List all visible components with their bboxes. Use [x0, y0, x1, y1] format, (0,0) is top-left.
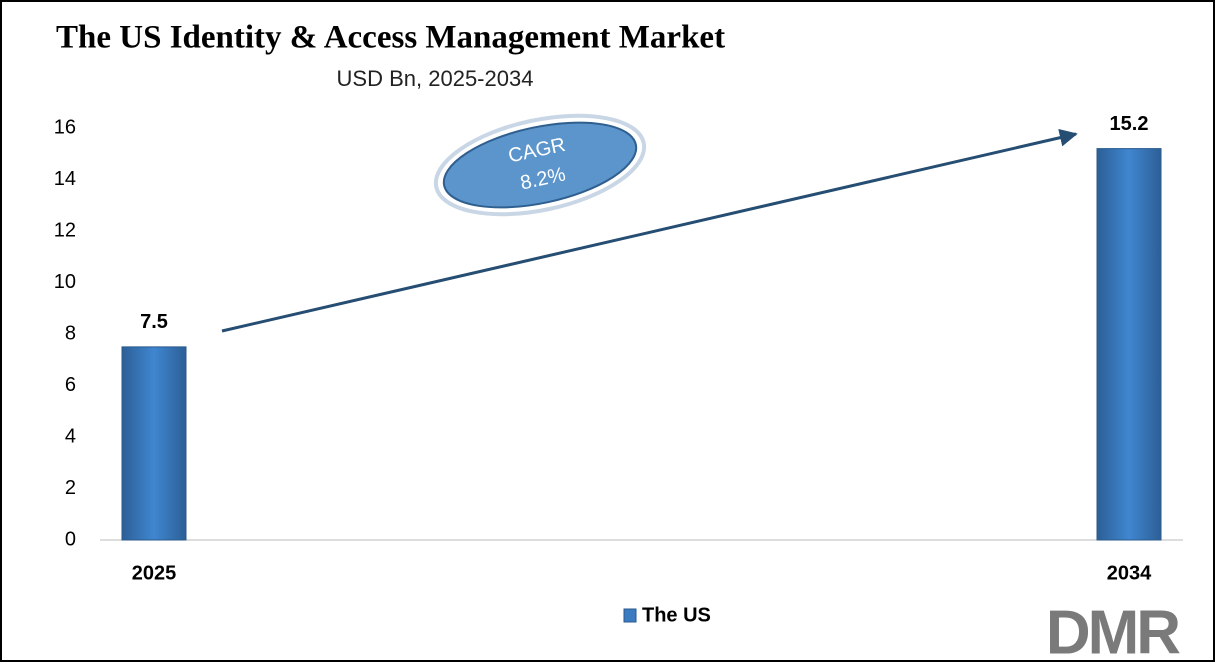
bar [1096, 148, 1162, 541]
y-tick-label: 6 [65, 374, 76, 396]
chart-subtitle: USD Bn, 2025-2034 [337, 66, 534, 91]
value-label: 15.2 [1110, 113, 1149, 135]
y-tick-label: 12 [54, 219, 76, 241]
y-tick-label: 4 [65, 425, 76, 447]
y-tick-label: 0 [65, 528, 76, 550]
value-label: 7.5 [140, 311, 168, 333]
growth-arrow [221, 128, 1078, 333]
legend-swatch [623, 608, 637, 623]
bar [121, 346, 187, 541]
legend-label: The US [642, 604, 711, 626]
logo: DMR [1046, 598, 1180, 663]
y-tick-label: 2 [65, 477, 76, 499]
chart-title: The US Identity & Access Management Mark… [56, 20, 725, 56]
badge [442, 121, 638, 209]
cagr-badge: CAGR 8.2% [433, 113, 647, 217]
y-tick-label: 16 [54, 116, 76, 138]
y-tick-label: 10 [54, 271, 76, 293]
x-tick-label: 2025 [132, 562, 177, 584]
x-tick-label: 2034 [1107, 562, 1152, 584]
y-tick-label: 14 [54, 168, 76, 190]
y-tick-label: 8 [65, 322, 76, 344]
